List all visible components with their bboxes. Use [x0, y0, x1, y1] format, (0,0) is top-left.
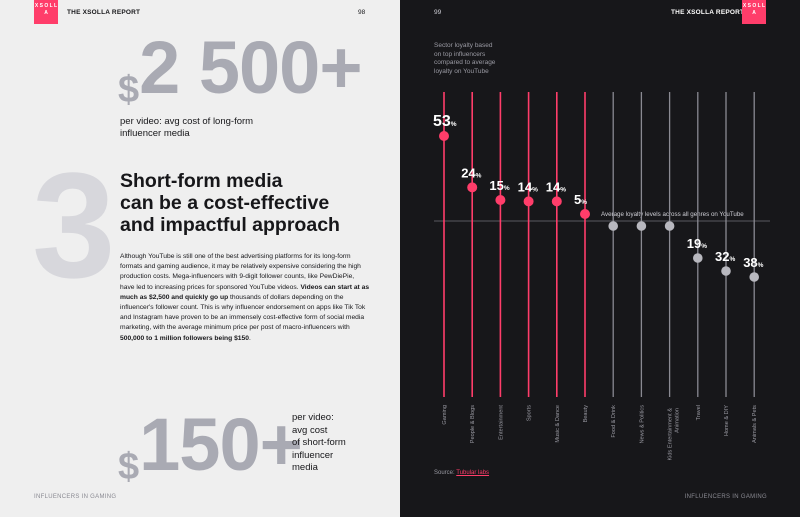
xsolla-logo: X S O L L A [742, 0, 766, 24]
caption-line: per video: avg cost of long-form [120, 116, 254, 127]
loyalty-lollipop-chart: Average loyalty levels across all genres… [433, 92, 770, 461]
value-label: 32% [715, 249, 735, 264]
category-label: Gaming [442, 405, 448, 425]
value-label: 15% [489, 178, 509, 193]
logo-text: X S O L L A [34, 3, 58, 16]
caption-line: influencer [292, 449, 334, 461]
right-page: 99 THE XSOLLA REPORT X S O L L A Sector … [400, 0, 800, 517]
lollipop-dot [721, 266, 731, 276]
value-label: 38% [743, 255, 763, 270]
logo-text: X S O L L A [742, 3, 766, 16]
value-unit: % [758, 262, 764, 269]
subtitle-line: Sector loyalty based [434, 42, 493, 49]
category-label: Music & Dance [555, 405, 561, 443]
lollipop-dot [693, 253, 703, 263]
category-label: News & Politics [639, 405, 645, 444]
heading-line: can be a cost-effective [120, 192, 330, 214]
baseline-label: Average loyalty levels across all genres… [601, 211, 744, 218]
body-bold-text: 500,000 to 1 million followers being $15… [120, 334, 249, 342]
page-number: 98 [358, 9, 366, 16]
body-paragraph: thousands of dollars depending on the in… [120, 293, 366, 332]
header-title: THE XSOLLA REPORT [67, 9, 141, 16]
value-label: 53% [433, 113, 457, 130]
heading-line: Short-form media [120, 170, 283, 192]
stat-dollar-sign: $ [118, 69, 140, 111]
lollipop-dot [580, 209, 590, 219]
category-label: Kids Entertainment &Animation [668, 408, 681, 461]
subtitle-line: on top influencers [434, 50, 486, 58]
caption-line: influencer media [120, 128, 190, 139]
body-paragraph: Although YouTube is still one of the bes… [120, 253, 361, 291]
value-unit: % [581, 199, 587, 206]
lollipop-dot [664, 221, 675, 231]
caption-line: per video: [292, 412, 334, 423]
value-unit: % [532, 186, 538, 193]
value-unit: % [451, 121, 457, 128]
category-label: Sports [527, 405, 533, 421]
stat-short-form: $150+ [118, 403, 303, 489]
heading-line: and impactful approach [120, 214, 340, 236]
category-label: People & Blogs [470, 405, 476, 443]
footer-label: INFLUENCERS IN GAMING [684, 494, 767, 500]
source-label: Source: [434, 470, 455, 476]
header-title: THE XSOLLA REPORT [671, 9, 745, 16]
stat-value: 2 500+ [139, 26, 362, 109]
category-label: Beauty [583, 405, 589, 423]
section-heading: Short-form media can be a cost-effective… [120, 170, 385, 236]
value-label: 19% [687, 236, 707, 251]
category-label: Animals & Pets [752, 405, 758, 443]
value-unit: % [560, 186, 566, 193]
stat-long-form: $2 500+ [118, 26, 363, 112]
lollipop-dot [467, 182, 478, 193]
caption-line: media [292, 462, 318, 473]
left-page: X S O L L A THE XSOLLA REPORT 98 $2 500+… [0, 0, 400, 517]
body-period: . [248, 334, 251, 342]
stat-short-form-caption: per video: avg cost of short-form influe… [292, 412, 346, 475]
value-label: 14% [518, 179, 538, 194]
lollipop-dot [749, 272, 759, 282]
stat-value: 150+ [139, 403, 303, 486]
lollipop-dot [551, 196, 562, 207]
xsolla-logo: X S O L L A [34, 0, 58, 24]
page-number: 99 [434, 9, 442, 16]
category-label-line: Animation [675, 408, 681, 433]
stat-long-form-caption: per video: avg cost of long-form influen… [120, 116, 253, 140]
subtitle-line: loyalty on YouTube [434, 67, 489, 75]
lollipop-dot [636, 221, 647, 231]
source-link[interactable]: Tubular labs [456, 470, 490, 476]
value-unit: % [701, 243, 707, 250]
body-text: Although YouTube is still one of the bes… [120, 252, 370, 344]
lollipop-dot [495, 195, 506, 205]
stat-dollar-sign: $ [118, 446, 140, 488]
lollipop-dot [523, 196, 534, 207]
value-label: 24% [461, 165, 481, 180]
lollipop-dot [608, 221, 618, 231]
body-bold-text: Videos can start at as much as $2,500 an… [120, 283, 370, 301]
section-number: 3 [32, 141, 116, 309]
value-unit: % [729, 256, 735, 263]
lollipop-dot [439, 131, 449, 141]
category-label: Home & DIY [724, 405, 730, 436]
category-label: Food & Drink [611, 405, 617, 438]
caption-line: avg cost [292, 424, 328, 436]
chart-subtitle: Sector loyalty based on top influencers … [434, 42, 554, 76]
category-label-line: Kids Entertainment & [668, 408, 674, 461]
subtitle-line: compared to average [434, 59, 496, 66]
category-label: Travel [696, 405, 702, 420]
value-unit: % [476, 172, 482, 179]
chart-source: Source: Tubular labs [434, 470, 489, 476]
value-unit: % [504, 185, 510, 192]
value-label: 14% [546, 179, 566, 194]
caption-line: of short-form [292, 437, 346, 448]
footer-label: INFLUENCERS IN GAMING [34, 494, 117, 500]
category-label: Entertainment [498, 405, 504, 440]
